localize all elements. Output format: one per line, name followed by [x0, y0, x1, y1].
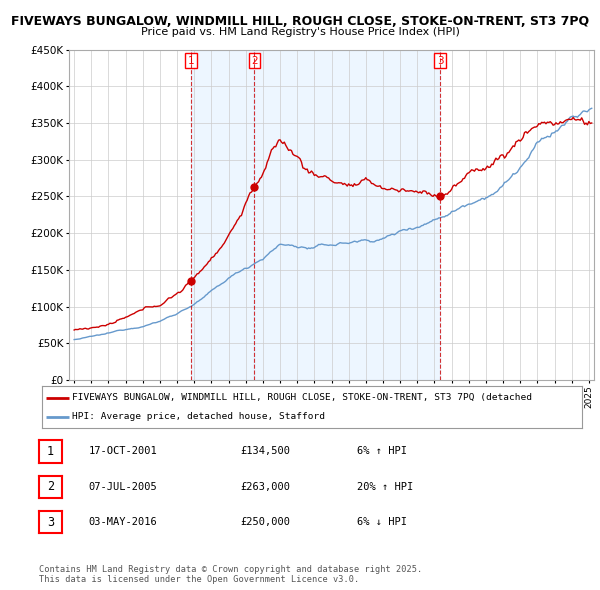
Bar [254, 50, 440, 380]
Text: Contains HM Land Registry data © Crown copyright and database right 2025.
This d: Contains HM Land Registry data © Crown c… [39, 565, 422, 584]
Text: 2: 2 [47, 480, 54, 493]
Text: FIVEWAYS BUNGALOW, WINDMILL HILL, ROUGH CLOSE, STOKE-ON-TRENT, ST3 7PQ (detached: FIVEWAYS BUNGALOW, WINDMILL HILL, ROUGH … [72, 393, 532, 402]
Text: 07-JUL-2005: 07-JUL-2005 [89, 482, 158, 491]
Text: £263,000: £263,000 [240, 482, 290, 491]
Text: 2: 2 [251, 55, 258, 65]
Text: 1: 1 [47, 445, 54, 458]
Text: £250,000: £250,000 [240, 517, 290, 527]
Text: 17-OCT-2001: 17-OCT-2001 [89, 447, 158, 456]
Text: 03-MAY-2016: 03-MAY-2016 [89, 517, 158, 527]
Text: 3: 3 [47, 516, 54, 529]
Text: FIVEWAYS BUNGALOW, WINDMILL HILL, ROUGH CLOSE, STOKE-ON-TRENT, ST3 7PQ: FIVEWAYS BUNGALOW, WINDMILL HILL, ROUGH … [11, 15, 589, 28]
Bar [191, 50, 254, 380]
Text: HPI: Average price, detached house, Stafford: HPI: Average price, detached house, Staf… [72, 412, 325, 421]
Text: Price paid vs. HM Land Registry's House Price Index (HPI): Price paid vs. HM Land Registry's House … [140, 27, 460, 37]
Text: 20% ↑ HPI: 20% ↑ HPI [357, 482, 413, 491]
Text: 1: 1 [187, 55, 194, 65]
Text: 3: 3 [437, 55, 443, 65]
Text: 6% ↑ HPI: 6% ↑ HPI [357, 447, 407, 456]
Text: £134,500: £134,500 [240, 447, 290, 456]
Text: 6% ↓ HPI: 6% ↓ HPI [357, 517, 407, 527]
